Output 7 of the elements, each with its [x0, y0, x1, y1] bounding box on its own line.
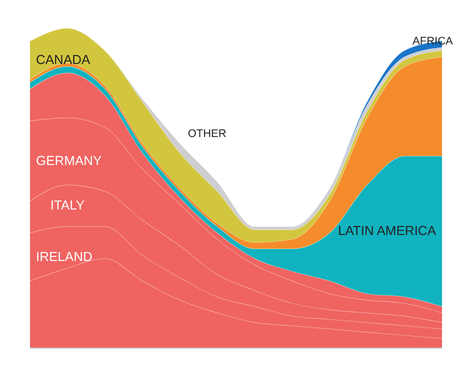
series-label: OTHER: [188, 128, 226, 140]
series-label: LATIN AMERICA: [338, 223, 436, 238]
series-label: AFRICA: [412, 35, 454, 48]
series-label: CANADA: [36, 52, 91, 67]
series-label: ITALY: [50, 198, 85, 213]
series-label: GERMANY: [36, 152, 102, 168]
series-label: IRELAND: [36, 248, 92, 264]
